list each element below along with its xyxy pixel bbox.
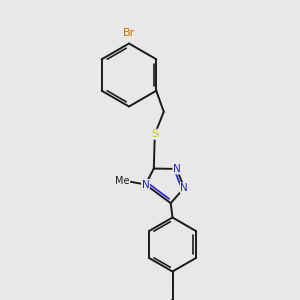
Text: N: N bbox=[180, 183, 188, 193]
Text: S: S bbox=[151, 129, 158, 139]
Text: N: N bbox=[173, 164, 181, 174]
Text: Br: Br bbox=[123, 28, 135, 38]
Text: N: N bbox=[142, 179, 149, 190]
Text: Me: Me bbox=[115, 176, 130, 187]
